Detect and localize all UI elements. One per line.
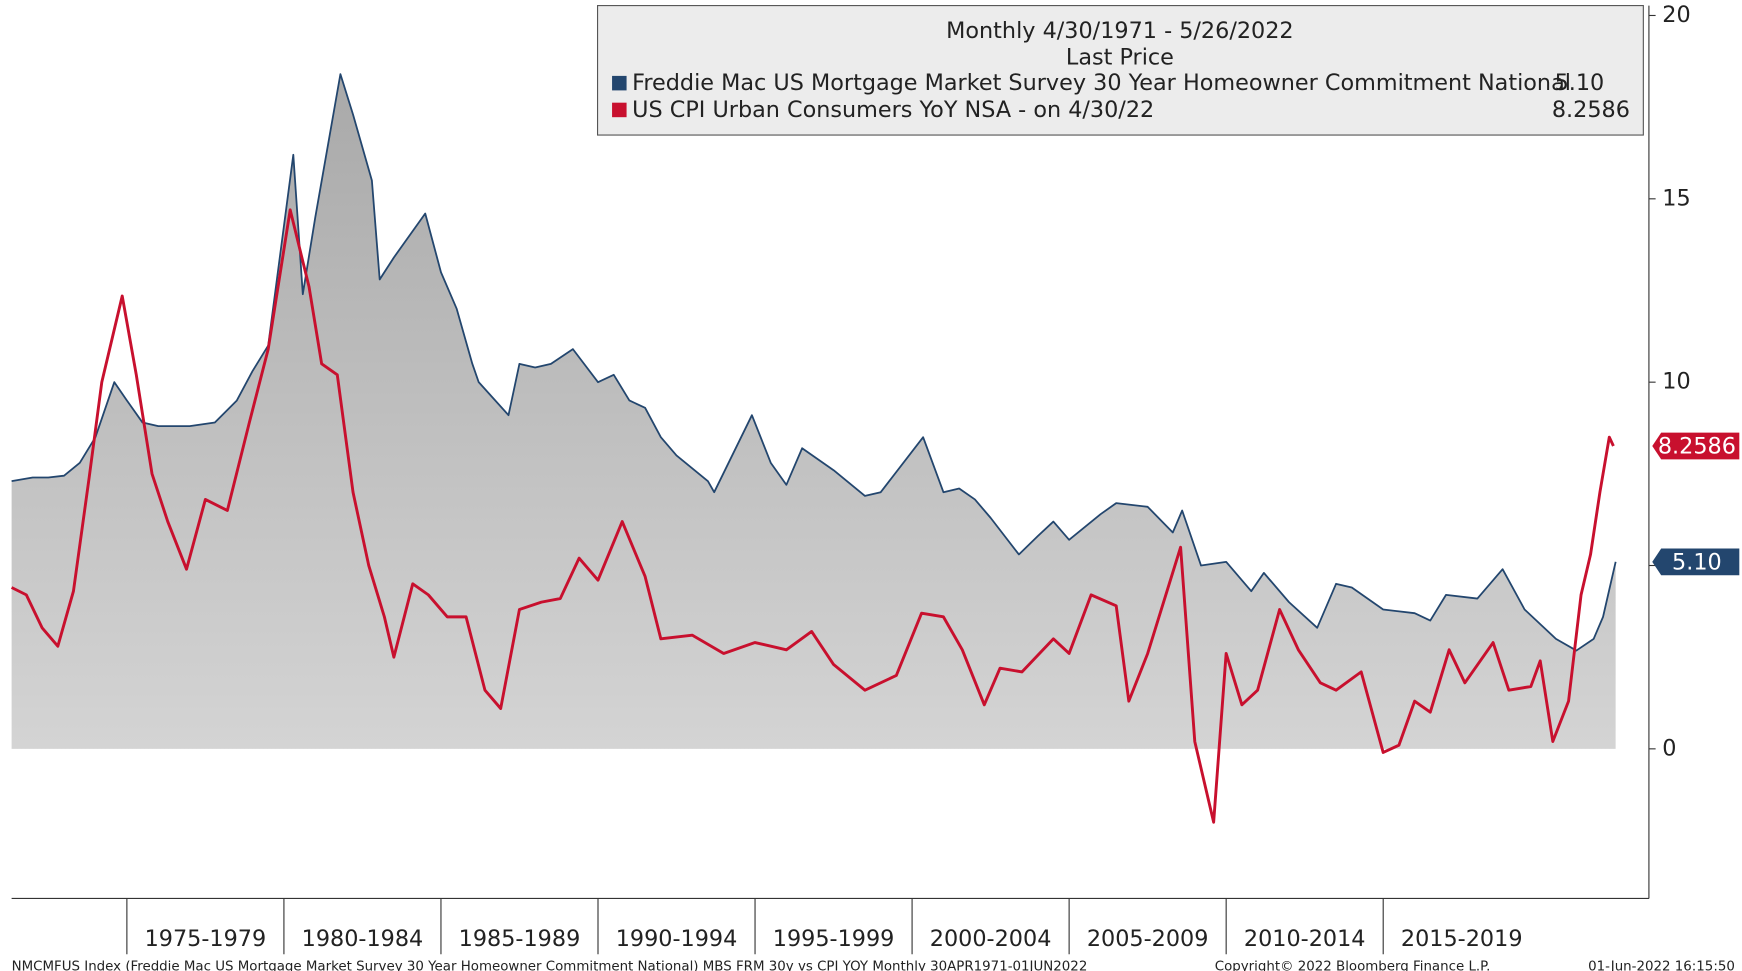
last-value-label: 5.10 <box>1672 549 1722 575</box>
plot-area <box>10 73 1617 824</box>
x-tick-label: 2005-2009 <box>1087 926 1209 952</box>
legend: Monthly 4/30/1971 - 5/26/2022 Last Price… <box>596 5 1644 136</box>
x-tick-label: 2000-2004 <box>930 926 1052 952</box>
x-tick-label: 2010-2014 <box>1244 926 1366 952</box>
y-tick-label: 0 <box>1662 735 1676 761</box>
series-line <box>10 208 1615 824</box>
y-tick-label: 10 <box>1662 369 1690 395</box>
footer-source: NMCMFUS Index (Freddie Mac US Mortgage M… <box>12 960 1088 971</box>
x-tick-label: 1990-1994 <box>616 926 738 952</box>
legend-label: US CPI Urban Consumers YoY NSA - on 4/30… <box>632 97 1154 123</box>
legend-subtitle: Last Price <box>1066 45 1174 71</box>
legend-value: 5.10 <box>1555 70 1605 96</box>
x-tick-label: 1975-1979 <box>145 926 267 952</box>
last-value-flag <box>1652 432 1740 460</box>
last-value-label: 8.2586 <box>1658 434 1736 460</box>
footer-timestamp: 01-Jun-2022 16:15:50 <box>1588 960 1735 971</box>
x-tick-label: 2015-2019 <box>1401 926 1523 952</box>
footer-copyright: Copyright© 2022 Bloomberg Finance L.P. <box>1215 960 1491 971</box>
legend-value: 8.2586 <box>1552 97 1630 123</box>
legend-title: Monthly 4/30/1971 - 5/26/2022 <box>946 18 1293 44</box>
y-tick-label: 20 <box>1662 2 1690 28</box>
x-tick-label: 1995-1999 <box>773 926 895 952</box>
legend-label: Freddie Mac US Mortgage Market Survey 30… <box>632 70 1571 96</box>
legend-swatch <box>612 102 627 118</box>
series-area <box>11 74 1616 749</box>
last-value-flag <box>1652 548 1740 576</box>
x-tick-label: 1985-1989 <box>459 926 581 952</box>
legend-box <box>596 5 1644 136</box>
legend-swatch <box>612 75 627 91</box>
y-tick-label: 15 <box>1662 185 1690 211</box>
series-line <box>11 73 1617 652</box>
x-tick-label: 1980-1984 <box>302 926 424 952</box>
